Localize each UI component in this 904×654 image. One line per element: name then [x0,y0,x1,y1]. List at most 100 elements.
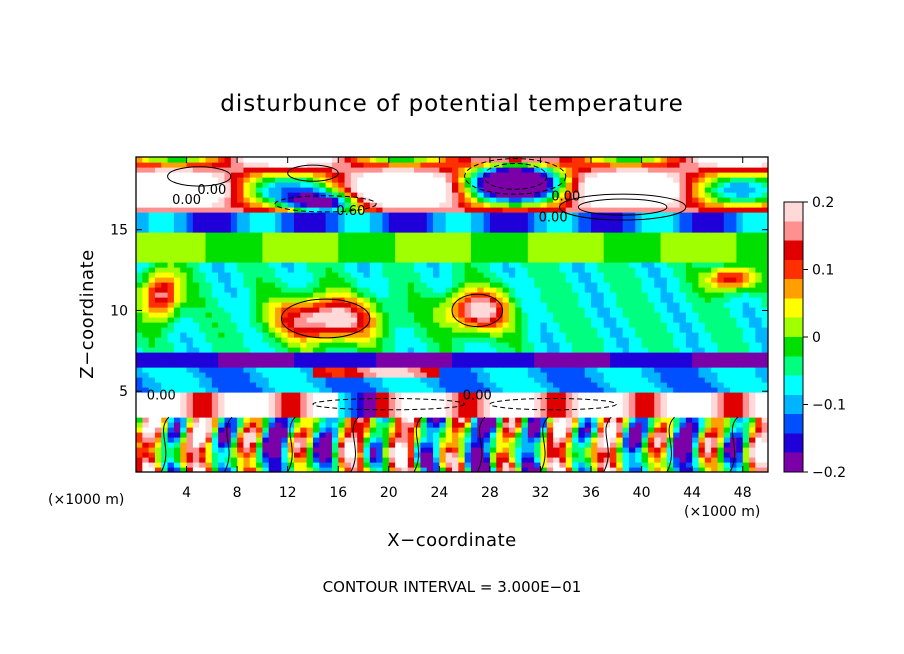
heatmap-cell [357,412,365,418]
heatmap-cell [338,292,346,298]
heatmap-cell [211,347,219,353]
heatmap-cell [464,402,472,408]
heatmap-cell [502,347,510,353]
heatmap-cell [540,237,548,243]
heatmap-cell [148,467,156,472]
heatmap-cell [521,432,529,438]
heatmap-cell [603,292,611,298]
heatmap-cell [294,397,301,403]
heatmap-cell [205,412,213,418]
heatmap-cell [445,337,453,343]
heatmap-cell [673,337,681,343]
heatmap-cell [426,382,434,388]
heatmap-cell [496,367,504,373]
heatmap-cell [306,357,314,363]
heatmap-cell [515,282,523,288]
heatmap-cell [148,237,156,243]
heatmap-cell [502,397,510,403]
heatmap-cell [414,397,421,403]
heatmap-cell [723,347,731,353]
heatmap-cell [616,452,624,458]
heatmap-cell [704,462,712,468]
heatmap-cell [433,427,440,433]
heatmap-cell [647,407,655,413]
heatmap-cell [736,327,744,333]
heatmap-cell [622,252,630,258]
heatmap-cell [755,347,763,353]
heatmap-cell [331,262,339,268]
heatmap-cell [243,232,251,238]
heatmap-cell [565,232,573,238]
heatmap-cell [350,327,358,333]
heatmap-cell [445,397,453,403]
heatmap-cell [673,252,681,258]
heatmap-cell [515,457,523,463]
heatmap-cell [382,327,390,333]
heatmap-cell [622,267,630,273]
heatmap-cell [401,317,409,323]
heatmap-cell [161,272,169,278]
heatmap-cell [363,262,371,268]
heatmap-cell [256,372,263,378]
heatmap-cell [654,442,662,448]
heatmap-cell [546,292,554,298]
heatmap-cell [350,302,358,308]
heatmap-cell [300,312,308,318]
heatmap-cell [578,412,586,418]
heatmap-cell [654,327,662,333]
heatmap-cell [584,382,592,388]
heatmap-cell [470,372,478,378]
heatmap-cell [344,457,352,463]
heatmap-cell [312,232,320,238]
heatmap-cell [237,327,245,333]
heatmap-cell [407,427,415,433]
heatmap-cell [249,362,257,368]
heatmap-cell [749,297,756,303]
heatmap-cell [167,257,175,263]
heatmap-cell [363,347,371,353]
heatmap-cell [433,232,440,238]
heatmap-cell [338,397,346,403]
heatmap-cell [723,247,731,253]
heatmap-cell [641,382,649,388]
heatmap-cell [489,417,497,423]
heatmap-cell [521,222,529,228]
heatmap-cell [704,247,712,253]
heatmap-cell [319,422,327,428]
heatmap-cell [660,277,668,283]
heatmap-cell [287,307,295,313]
heatmap-cell [704,267,712,273]
heatmap-cell [218,402,226,408]
heatmap-cell [401,352,409,358]
heatmap-cell [616,297,624,303]
heatmap-cell [319,297,327,303]
heatmap-cell [426,412,434,418]
heatmap-cell [344,252,352,258]
heatmap-cell [679,442,687,448]
heatmap-cell [736,307,744,313]
heatmap-cell [692,277,700,283]
heatmap-cell [559,382,567,388]
heatmap-cell [180,452,188,458]
heatmap-cell [496,307,504,313]
heatmap-cell [312,292,320,298]
heatmap-cell [312,332,320,338]
heatmap-cell [572,392,579,398]
heatmap-cell [616,232,624,238]
heatmap-cell [730,417,737,423]
heatmap-cell [464,427,472,433]
heatmap-cell [218,427,226,433]
heatmap-cell [464,227,472,233]
heatmap-cell [382,252,390,258]
heatmap-cell [736,262,744,268]
heatmap-cell [597,272,605,278]
heatmap-cell [420,362,428,368]
heatmap-cell [736,357,744,363]
heatmap-cell [736,457,744,463]
heatmap-cell [287,397,295,403]
heatmap-cell [749,362,756,368]
heatmap-cell [173,252,181,258]
heatmap-cell [749,452,756,458]
heatmap-cell [268,237,276,243]
heatmap-cell [483,262,491,268]
